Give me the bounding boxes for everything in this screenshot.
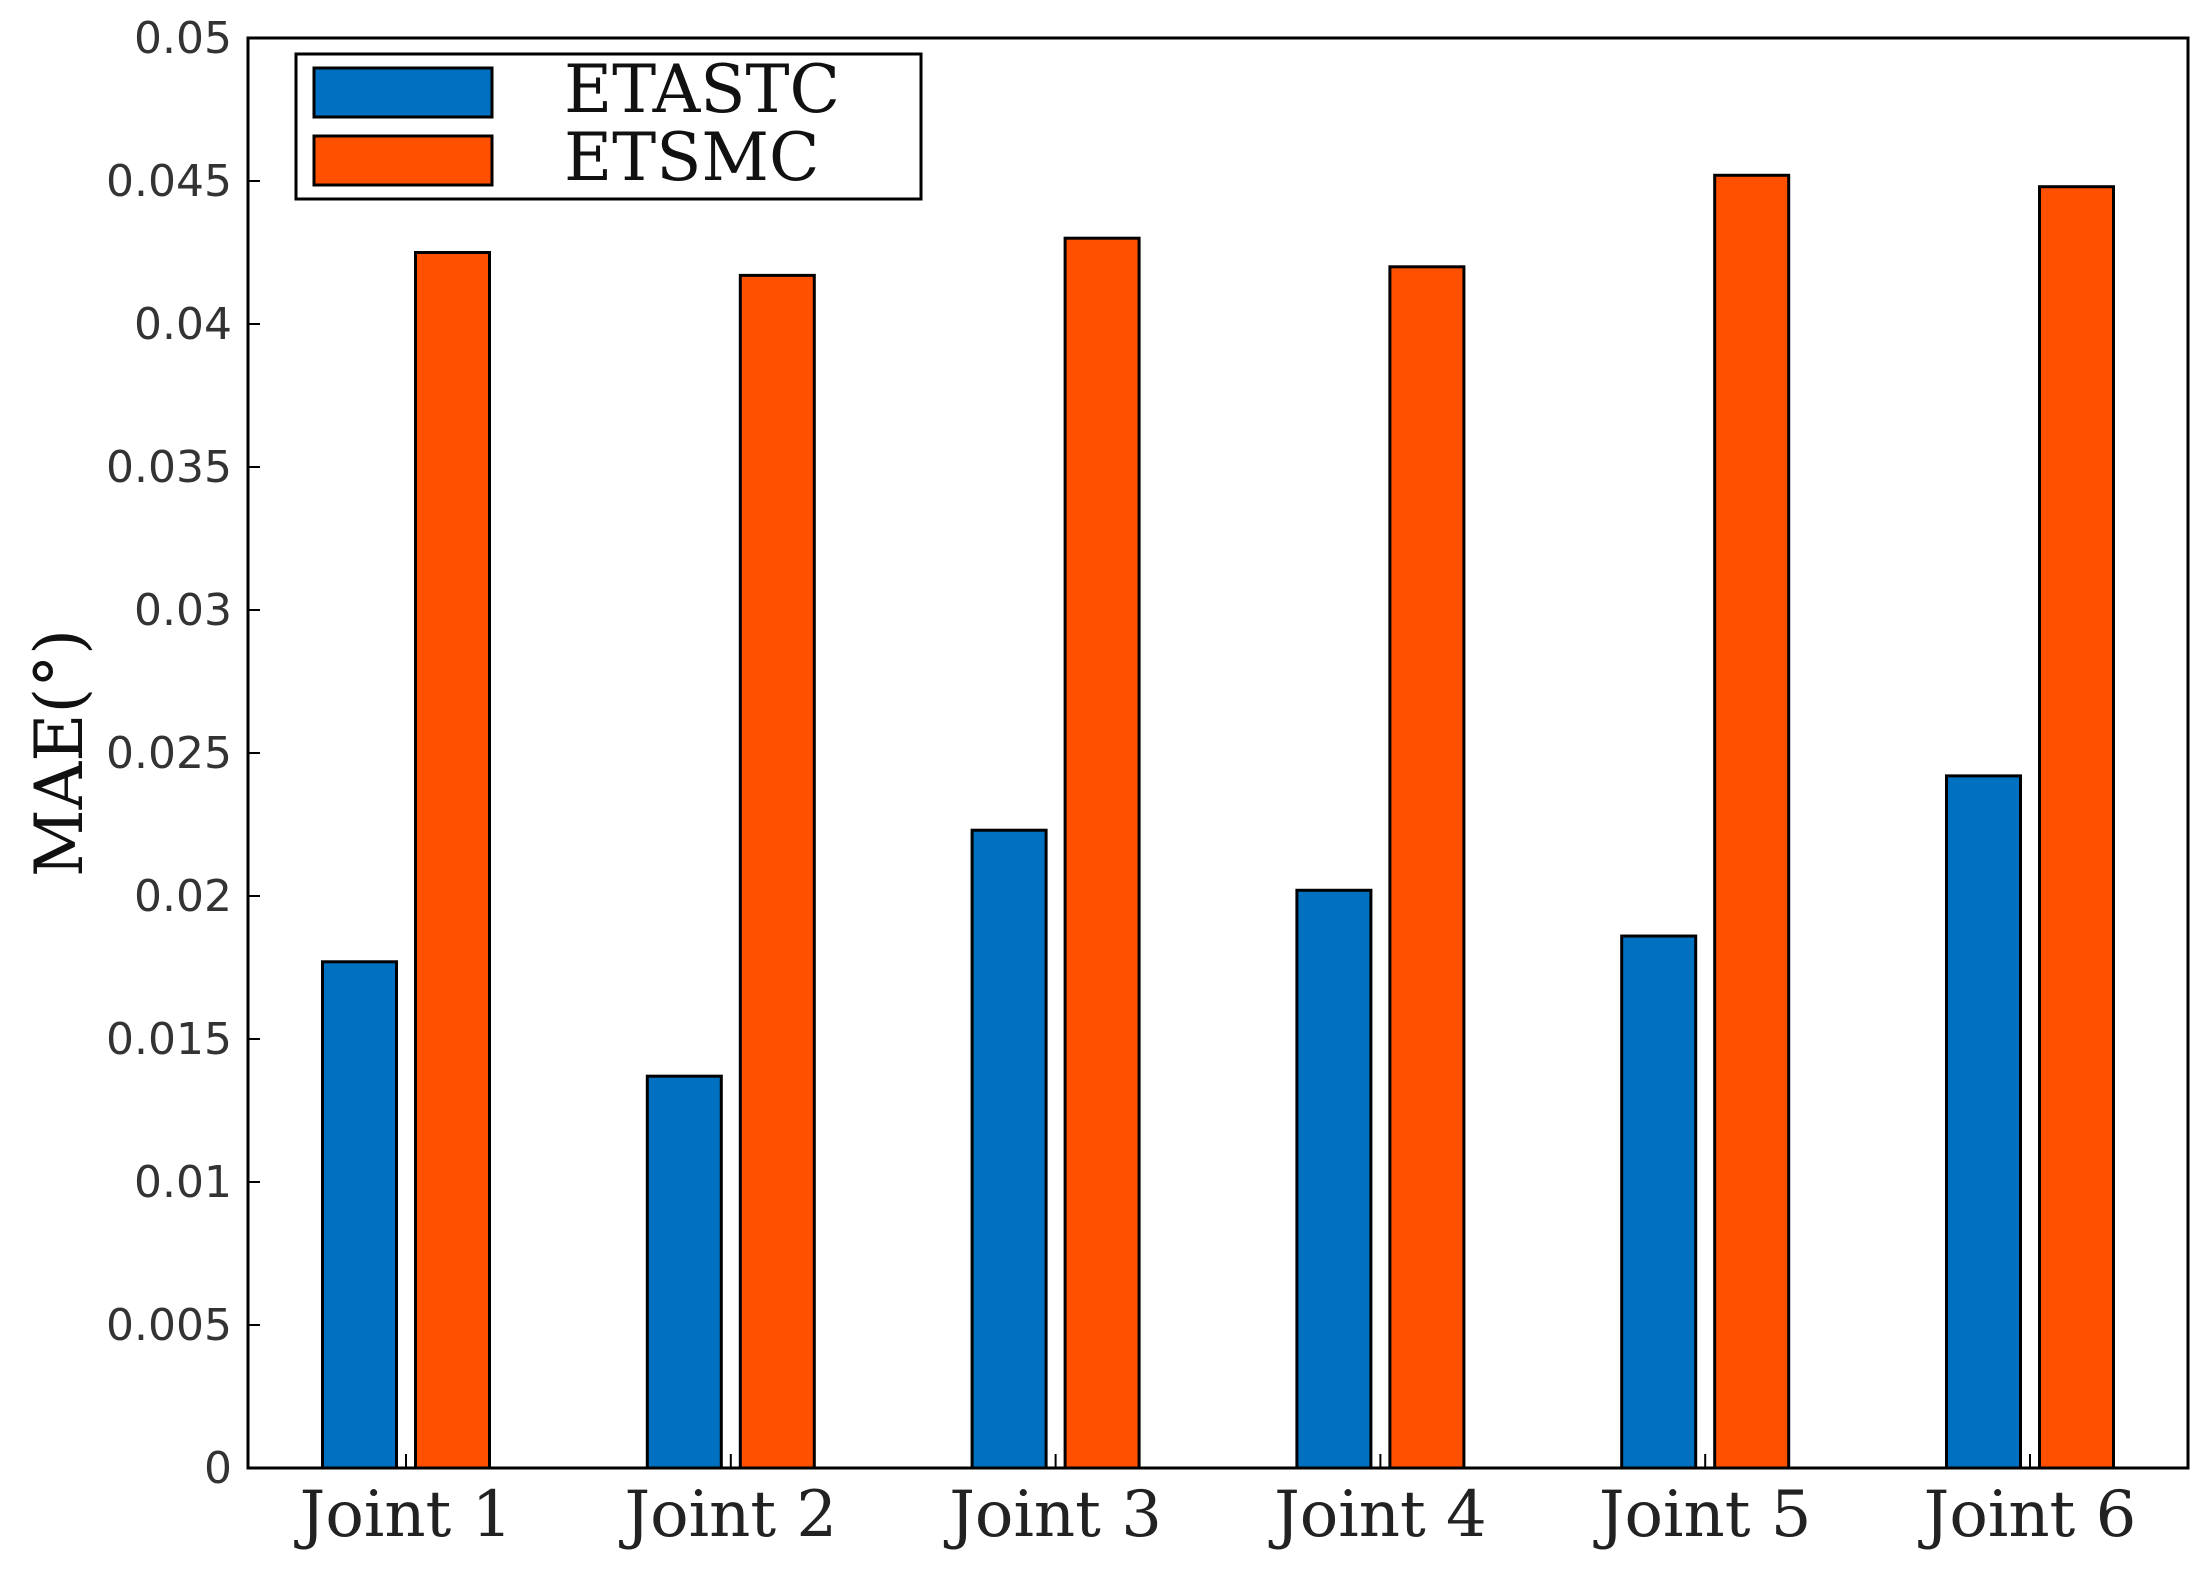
x-tick-label: Joint 1: [294, 1478, 513, 1552]
y-tick-label: 0.035: [106, 442, 232, 493]
bar-etsmc-6: [2038, 185, 2115, 1470]
bar-etsmc-1: [414, 251, 491, 1470]
y-tick-label: 0.045: [106, 156, 232, 207]
y-axis-title: MAE(°): [21, 629, 98, 877]
legend-label-etsmc: ETSMC: [564, 119, 820, 196]
x-tick-label: Joint 6: [1918, 1478, 2137, 1552]
y-tick-label: 0.04: [134, 299, 232, 350]
y-tick-label: 0.01: [134, 1157, 232, 1208]
bar-etsmc-4: [1388, 265, 1466, 1470]
y-axis: 0 0.005 0.01 0.015 0.02 0.025 0.03 0.035 0.04 0.0…: [106, 13, 260, 1494]
bar-etsmc-3: [1063, 236, 1141, 1470]
legend-swatch-etastc: [312, 66, 494, 119]
bar-etastc-4: [1295, 888, 1373, 1470]
bar-etastc-3: [970, 828, 1048, 1470]
y-tick-label: 0.02: [134, 871, 232, 922]
x-tick-label: Joint 4: [1268, 1478, 1487, 1552]
bar-etastc-5: [1620, 934, 1698, 1470]
legend-label-etastc: ETASTC: [564, 51, 840, 128]
y-tick-label: 0: [204, 1443, 232, 1494]
legend-swatch-etsmc: [312, 134, 494, 187]
y-tick-label: 0.03: [134, 585, 232, 636]
x-tick-label: Joint 3: [943, 1478, 1162, 1552]
bars-layer: [321, 173, 2115, 1470]
y-tick-label: 0.015: [106, 1014, 232, 1065]
bar-etastc-1: [321, 960, 398, 1470]
plot-area: [246, 36, 2190, 1470]
x-axis: Joint 1 Joint 2 Joint 3 Joint 4 Joint 5 Joint…: [294, 1454, 2137, 1552]
x-tick-label: Joint 2: [618, 1478, 837, 1552]
bar-etastc-2: [645, 1074, 723, 1470]
x-tick-label: Joint 5: [1593, 1478, 1812, 1552]
y-tick-label: 0.05: [134, 13, 232, 64]
bar-etastc-6: [1945, 774, 2022, 1470]
bar-etsmc-2: [738, 273, 816, 1470]
bar-etsmc-5: [1713, 173, 1791, 1470]
legend: ETASTC ETSMC: [294, 51, 923, 201]
y-tick-label: 0.025: [106, 728, 232, 779]
y-tick-label: 0.005: [106, 1300, 232, 1351]
